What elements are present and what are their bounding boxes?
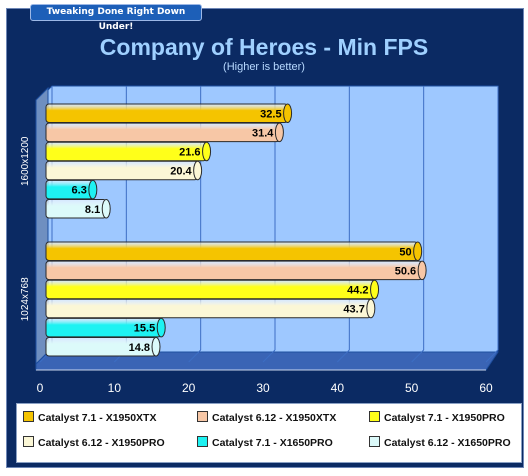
gridline-floor	[411, 349, 425, 363]
gridline-floor	[188, 349, 202, 363]
legend-label: Catalyst 7.1 - X1650PRO	[212, 437, 333, 449]
bar-cap	[274, 122, 284, 143]
legend-label: Catalyst 6.12 - X1650PRO	[384, 437, 511, 449]
bar-cap	[151, 337, 161, 357]
bar-value-label: 32.5	[260, 108, 281, 120]
bar	[45, 103, 289, 123]
chart-legend: Catalyst 7.1 - X1950XTX Catalyst 6.12 - X…	[16, 403, 522, 463]
legend-item: Catalyst 6.12 - X1950XTX	[197, 411, 336, 424]
x-tick-label: 0	[37, 381, 44, 395]
bar	[45, 260, 423, 281]
legend-item: Catalyst 7.1 - X1950PRO	[369, 411, 505, 424]
bar-value-label: 50.6	[395, 265, 416, 277]
bar-cap	[366, 298, 376, 319]
bar	[45, 122, 280, 143]
bar-cap	[413, 241, 423, 261]
chart-title: Company of Heroes - Min FPS	[99, 34, 429, 60]
bar-cap	[283, 103, 293, 123]
bar-value-label: 20.4	[170, 166, 192, 178]
bar-cap	[88, 179, 98, 200]
legend-swatch	[197, 436, 208, 447]
gridline-floor	[485, 349, 499, 363]
category-label: 1024x768	[20, 277, 31, 321]
x-tick-label: 10	[108, 381, 122, 395]
legend-label: Catalyst 7.1 - X1950XTX	[38, 412, 157, 424]
legend-item: Catalyst 6.12 - X1950PRO	[23, 436, 165, 449]
bar-value-label: 21.6	[179, 146, 200, 158]
x-tick-label: 60	[479, 381, 493, 395]
legend-item: Catalyst 7.1 - X1950XTX	[23, 411, 156, 424]
legend-item: Catalyst 6.12 - X1650PRO	[369, 436, 511, 449]
bar-cap	[101, 199, 111, 219]
category-label: 1600x1200	[20, 136, 31, 186]
legend-label: Catalyst 7.1 - X1950PRO	[384, 412, 505, 424]
bar-value-label: 8.1	[85, 204, 100, 216]
legend-swatch	[23, 436, 34, 447]
legend-swatch	[197, 411, 208, 422]
bar-value-label: 15.5	[134, 323, 155, 335]
bar-cap	[417, 260, 427, 281]
legend-swatch	[369, 411, 380, 422]
bar	[45, 279, 376, 300]
bar-value-label: 31.4	[252, 127, 274, 139]
legend-label: Catalyst 6.12 - X1950PRO	[38, 437, 165, 449]
bar-value-label: 14.8	[129, 342, 150, 354]
bar	[45, 298, 372, 319]
site-banner: Tweaking Done Right Down Under!	[30, 4, 202, 32]
gridline-floor	[262, 349, 276, 363]
bar-value-label: 43.7	[343, 304, 364, 316]
bar-value-label: 6.3	[72, 185, 87, 197]
bar	[45, 241, 419, 261]
bar-value-label: 50	[399, 246, 411, 258]
legend-swatch	[369, 436, 380, 447]
gridline-floor	[336, 349, 350, 363]
chart-subtitle: (Higher is better)	[223, 61, 305, 73]
bar-cap	[370, 279, 380, 300]
x-tick-label: 30	[256, 381, 270, 395]
x-tick-label: 40	[331, 381, 345, 395]
bar-value-label: 44.2	[347, 284, 368, 296]
bar-cap	[193, 160, 203, 181]
legend-item: Catalyst 7.1 - X1650PRO	[197, 436, 333, 449]
legend-label: Catalyst 6.12 - X1950XTX	[212, 412, 337, 424]
x-tick-label: 20	[182, 381, 196, 395]
legend-swatch	[23, 411, 34, 422]
bar-cap	[202, 141, 212, 162]
bar-cap	[156, 317, 166, 338]
x-tick-label: 50	[405, 381, 419, 395]
